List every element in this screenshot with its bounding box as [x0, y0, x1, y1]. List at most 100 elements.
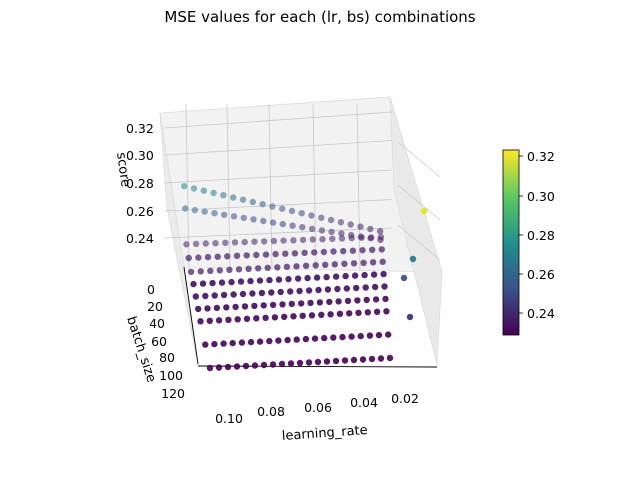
scatter-point — [240, 214, 247, 222]
scatter-point — [291, 250, 299, 257]
scatter-point — [287, 288, 294, 295]
scatter-point — [368, 234, 375, 241]
scatter-point — [294, 275, 302, 282]
scatter-point — [230, 194, 237, 201]
scatter-point — [308, 312, 316, 319]
scatter-point — [197, 318, 204, 325]
scatter-point — [330, 334, 337, 341]
scatter-point — [323, 273, 330, 281]
x-tick-label: 0.02 — [391, 391, 419, 406]
scatter-point — [261, 238, 268, 245]
scatter-point — [302, 262, 310, 269]
scatter-point — [253, 315, 260, 322]
scatter-point — [251, 238, 258, 245]
scatter-point — [344, 297, 352, 305]
scatter-point — [238, 339, 246, 346]
scatter-point — [350, 356, 358, 364]
scatter-point — [299, 312, 306, 319]
scatter-point — [199, 280, 207, 287]
scatter-point — [218, 279, 226, 286]
scatter-point — [206, 364, 214, 372]
scatter-point — [335, 298, 342, 305]
scatter-point — [370, 271, 378, 278]
scatter-point — [313, 274, 321, 281]
z-tick-label: 0.24 — [126, 231, 154, 246]
z-tick-label: 0.30 — [126, 148, 154, 163]
scatter-point — [191, 206, 199, 214]
scatter-point — [360, 259, 367, 266]
scatter-point — [355, 309, 362, 316]
scatter-point — [338, 230, 345, 237]
scatter-point — [272, 250, 279, 258]
scatter-point — [260, 217, 267, 225]
scatter-point — [247, 338, 255, 346]
grid-line — [397, 184, 441, 221]
scatter-point — [259, 201, 266, 208]
grid-line — [356, 103, 361, 271]
scatter-point — [213, 304, 221, 312]
scatter-point — [207, 267, 214, 274]
scatter-point — [229, 339, 236, 347]
z-tick-label: 0.28 — [126, 176, 154, 191]
scatter-point — [223, 304, 230, 311]
scatter-point — [185, 254, 192, 262]
x-tick-label: 0.08 — [257, 404, 285, 419]
scatter-point — [287, 360, 295, 367]
y-tick-label: 100 — [159, 368, 183, 383]
scatter-point — [381, 283, 388, 290]
scatter-point — [251, 362, 259, 369]
scatter-point — [309, 236, 316, 243]
scatter-point — [204, 305, 211, 312]
scatter-point — [341, 357, 349, 364]
grid-line — [163, 169, 393, 184]
scatter-point — [363, 296, 370, 304]
scatter-point — [314, 358, 322, 366]
scatter-point — [364, 309, 371, 316]
scatter-point — [338, 235, 346, 242]
scatter-point — [247, 277, 254, 285]
scatter-point — [249, 198, 256, 206]
scatter-point — [258, 289, 266, 297]
scatter-point — [299, 236, 307, 244]
scatter-point — [233, 363, 241, 370]
scatter-point — [216, 267, 223, 274]
scatter-point — [318, 311, 325, 318]
scatter-point — [264, 264, 271, 271]
scatter-point — [298, 300, 305, 307]
scatter-point — [382, 295, 389, 303]
y-tick-label: 0 — [147, 282, 155, 297]
colorbar-tick-label: 0.26 — [527, 267, 555, 282]
scatter-point — [376, 228, 384, 235]
scatter-point — [290, 237, 297, 244]
scatter-point — [302, 335, 310, 343]
colorbar-tick-label: 0.32 — [527, 149, 555, 164]
scatter-point — [308, 212, 315, 219]
scatter-point — [280, 237, 287, 244]
y-tick-labels: 0 20 40 60 80 100 120 — [147, 282, 185, 401]
scatter-point — [279, 301, 286, 308]
scatter-point — [224, 363, 232, 371]
axes-panes — [159, 96, 443, 366]
scatter-point — [371, 283, 379, 291]
grid-line — [163, 111, 393, 129]
x-tick-label: 0.06 — [304, 400, 332, 415]
scatter-point — [307, 299, 314, 307]
z-tick-labels: 0.32 0.30 0.28 0.26 0.24 — [126, 121, 154, 246]
scatter-point — [311, 335, 319, 342]
colorbar-tick-label: 0.30 — [527, 189, 555, 204]
scatter-point — [315, 286, 322, 294]
scatter-point — [268, 289, 275, 296]
scatter-point — [361, 271, 368, 279]
scatter-point — [269, 203, 276, 210]
scatter-point — [367, 225, 374, 233]
scatter-point — [316, 299, 324, 306]
scatter-point — [409, 255, 417, 263]
scatter-point — [266, 337, 273, 345]
grid-line — [226, 103, 231, 271]
scatter-point — [377, 233, 385, 241]
scatter-point — [296, 287, 303, 295]
scatter-point — [234, 316, 241, 323]
grid-line — [163, 140, 393, 156]
scatter-point — [368, 355, 376, 363]
scatter-point — [192, 293, 199, 300]
